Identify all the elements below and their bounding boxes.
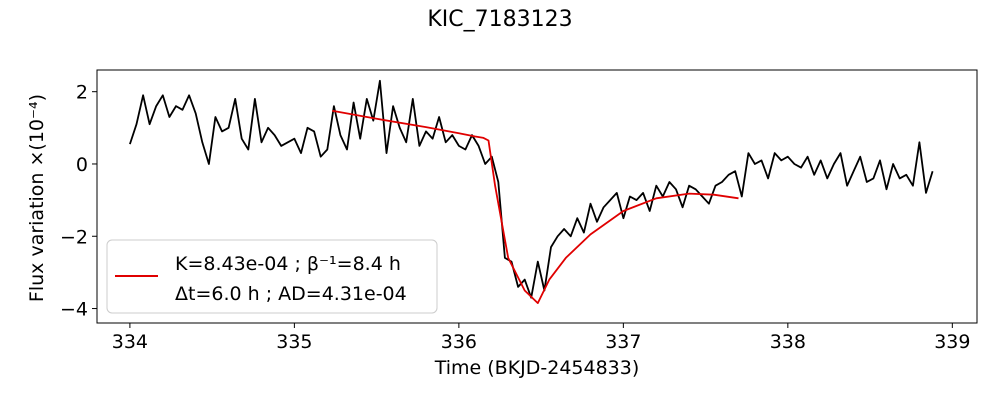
legend-text-line2: Δt=6.0 h ; AD=4.31e-04: [175, 283, 407, 305]
x-tick-label: 338: [770, 331, 806, 353]
y-tick-label: 0: [76, 154, 88, 176]
series-layer: [129, 79, 934, 305]
series-fit-line: [332, 109, 739, 305]
y-tick-label: 2: [76, 82, 88, 104]
y-axis: −4 −2 0 2: [60, 82, 97, 321]
plot-area: [96, 69, 978, 324]
legend-text-line1: K=8.43e-04 ; β⁻¹=8.4 h: [175, 253, 401, 275]
x-axis-label: Time (BKJD-2454833): [434, 357, 640, 379]
y-axis-label: Flux variation ×(10⁻⁴): [26, 94, 48, 302]
x-axis: 334 335 336 337 338 339: [112, 323, 970, 353]
x-tick-label: 339: [934, 331, 970, 353]
chart-title: KIC_7183123: [427, 7, 572, 32]
y-tick-label: −2: [60, 226, 88, 248]
legend-box: [106, 239, 438, 314]
y-tick-label: −4: [60, 299, 88, 321]
x-tick-label: 336: [441, 331, 477, 353]
x-tick-label: 334: [112, 331, 148, 353]
x-tick-label: 335: [276, 331, 312, 353]
legend: K=8.43e-04 ; β⁻¹=8.4 h Δt=6.0 h ; AD=4.3…: [106, 239, 438, 314]
x-tick-label: 337: [605, 331, 641, 353]
